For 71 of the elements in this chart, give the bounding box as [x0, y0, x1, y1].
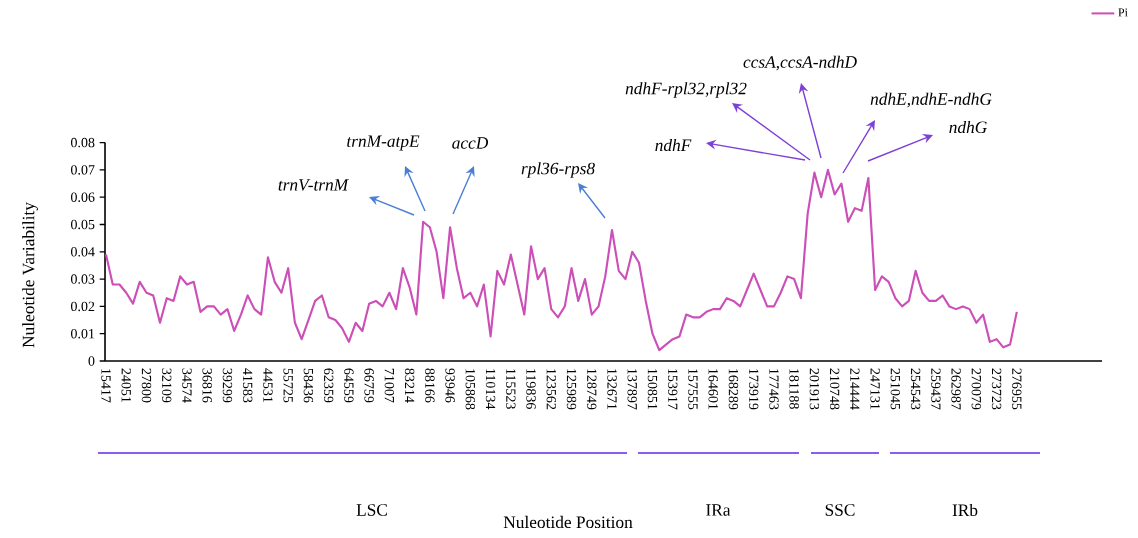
- annotation: ndhF: [655, 138, 692, 152]
- x-tick-label: 71007: [384, 368, 395, 403]
- y-tick-label: 0.04: [70, 247, 95, 257]
- y-tick-label: 0.01: [70, 328, 95, 339]
- legend-label: Pi: [1118, 8, 1128, 17]
- x-tick-label: 137897: [627, 369, 637, 410]
- x-tick-label: 119836: [526, 369, 536, 409]
- x-tick-label: 64559: [344, 368, 354, 403]
- x-tick-label: 173919: [748, 369, 759, 410]
- x-tick-label: 105868: [465, 369, 476, 410]
- text: ndhE,ndhE-ndhG: [870, 92, 992, 108]
- x-tick-label: 83214: [404, 368, 415, 403]
- x-tick-label: 110134: [485, 369, 496, 410]
- x-tick-label: 164601: [708, 369, 718, 410]
- x-tick-label: 247131: [870, 368, 880, 410]
- x-tick-label: 34574: [182, 368, 192, 403]
- y-tick-label: 0.03: [70, 274, 95, 284]
- x-tick-label: 201913: [809, 368, 820, 410]
- text: Nuleotide Position: [503, 515, 633, 529]
- x-tick-label: 177463: [769, 369, 779, 410]
- x-tick-label: 88166: [425, 368, 435, 403]
- x-tick-label: 36816: [202, 368, 212, 403]
- text: IRa: [706, 504, 731, 516]
- x-tick-label: 32109: [162, 368, 172, 403]
- x-tick-label: 251045: [890, 368, 901, 410]
- x-tick-label: 39299: [222, 368, 233, 403]
- y-tick-label: 0.05: [70, 219, 95, 230]
- text: SSC: [825, 504, 855, 516]
- x-tick-label: 62359: [323, 368, 334, 403]
- x-tick-label: 214444: [850, 368, 860, 410]
- text: LSC: [356, 504, 387, 516]
- x-tick-label: 27800: [141, 368, 152, 403]
- x-tick-label: 153917: [668, 369, 678, 410]
- x-tick-label: 93946: [445, 368, 455, 403]
- x-tick-label: 41583: [242, 368, 253, 403]
- annotation: trnM-atpE: [347, 135, 420, 151]
- x-tick-label: 132671: [607, 369, 617, 410]
- x-tick-label: 55725: [283, 368, 293, 403]
- text: ccsA,ccsA-ndhD: [743, 55, 857, 71]
- x-tick-label: 125989: [566, 369, 577, 410]
- x-tick-label: 58436: [303, 368, 314, 403]
- x-tick-label: 181188: [789, 369, 799, 409]
- text: ndhF-rpl32,rpl32: [625, 82, 747, 98]
- annotation: trnV-trnM: [278, 179, 349, 191]
- x-tick-label: 254543: [910, 368, 921, 410]
- y-tick-label: 0.08: [70, 137, 95, 148]
- x-tick-label: 123562: [546, 369, 556, 410]
- x-tick-label: 150851: [647, 369, 658, 410]
- x-tick-label: 66759: [364, 368, 374, 403]
- x-tick-label: 276955: [1012, 368, 1022, 410]
- y-tick-label: 0.06: [70, 192, 95, 202]
- y-tick-label: 0: [88, 356, 95, 366]
- x-tick-label: 15417: [101, 369, 111, 403]
- y-tick-label: 0.02: [70, 301, 95, 312]
- x-tick-label: 168289: [728, 369, 739, 410]
- x-tick-label: 157555: [688, 369, 698, 410]
- annotation: accD: [452, 137, 489, 149]
- x-tick-label: 273723: [991, 368, 1002, 410]
- x-tick-label: 44531: [263, 368, 273, 403]
- text: ndhG: [949, 120, 987, 134]
- x-tick-label: 128749: [587, 369, 597, 410]
- x-tick-label: 210748: [829, 368, 840, 410]
- x-tick-label: 270079: [971, 368, 982, 410]
- x-tick-label: 24051: [121, 368, 131, 403]
- x-tick-label: 259437: [931, 368, 941, 410]
- x-tick-label: 262987: [951, 368, 961, 410]
- text: IRb: [952, 503, 978, 517]
- y-axis-title: Nuleotide Variability: [22, 202, 38, 348]
- y-tick-label: 0.07: [70, 165, 95, 175]
- annotation: rpl36-rps8: [521, 162, 595, 178]
- x-tick-label: 115523: [506, 369, 516, 409]
